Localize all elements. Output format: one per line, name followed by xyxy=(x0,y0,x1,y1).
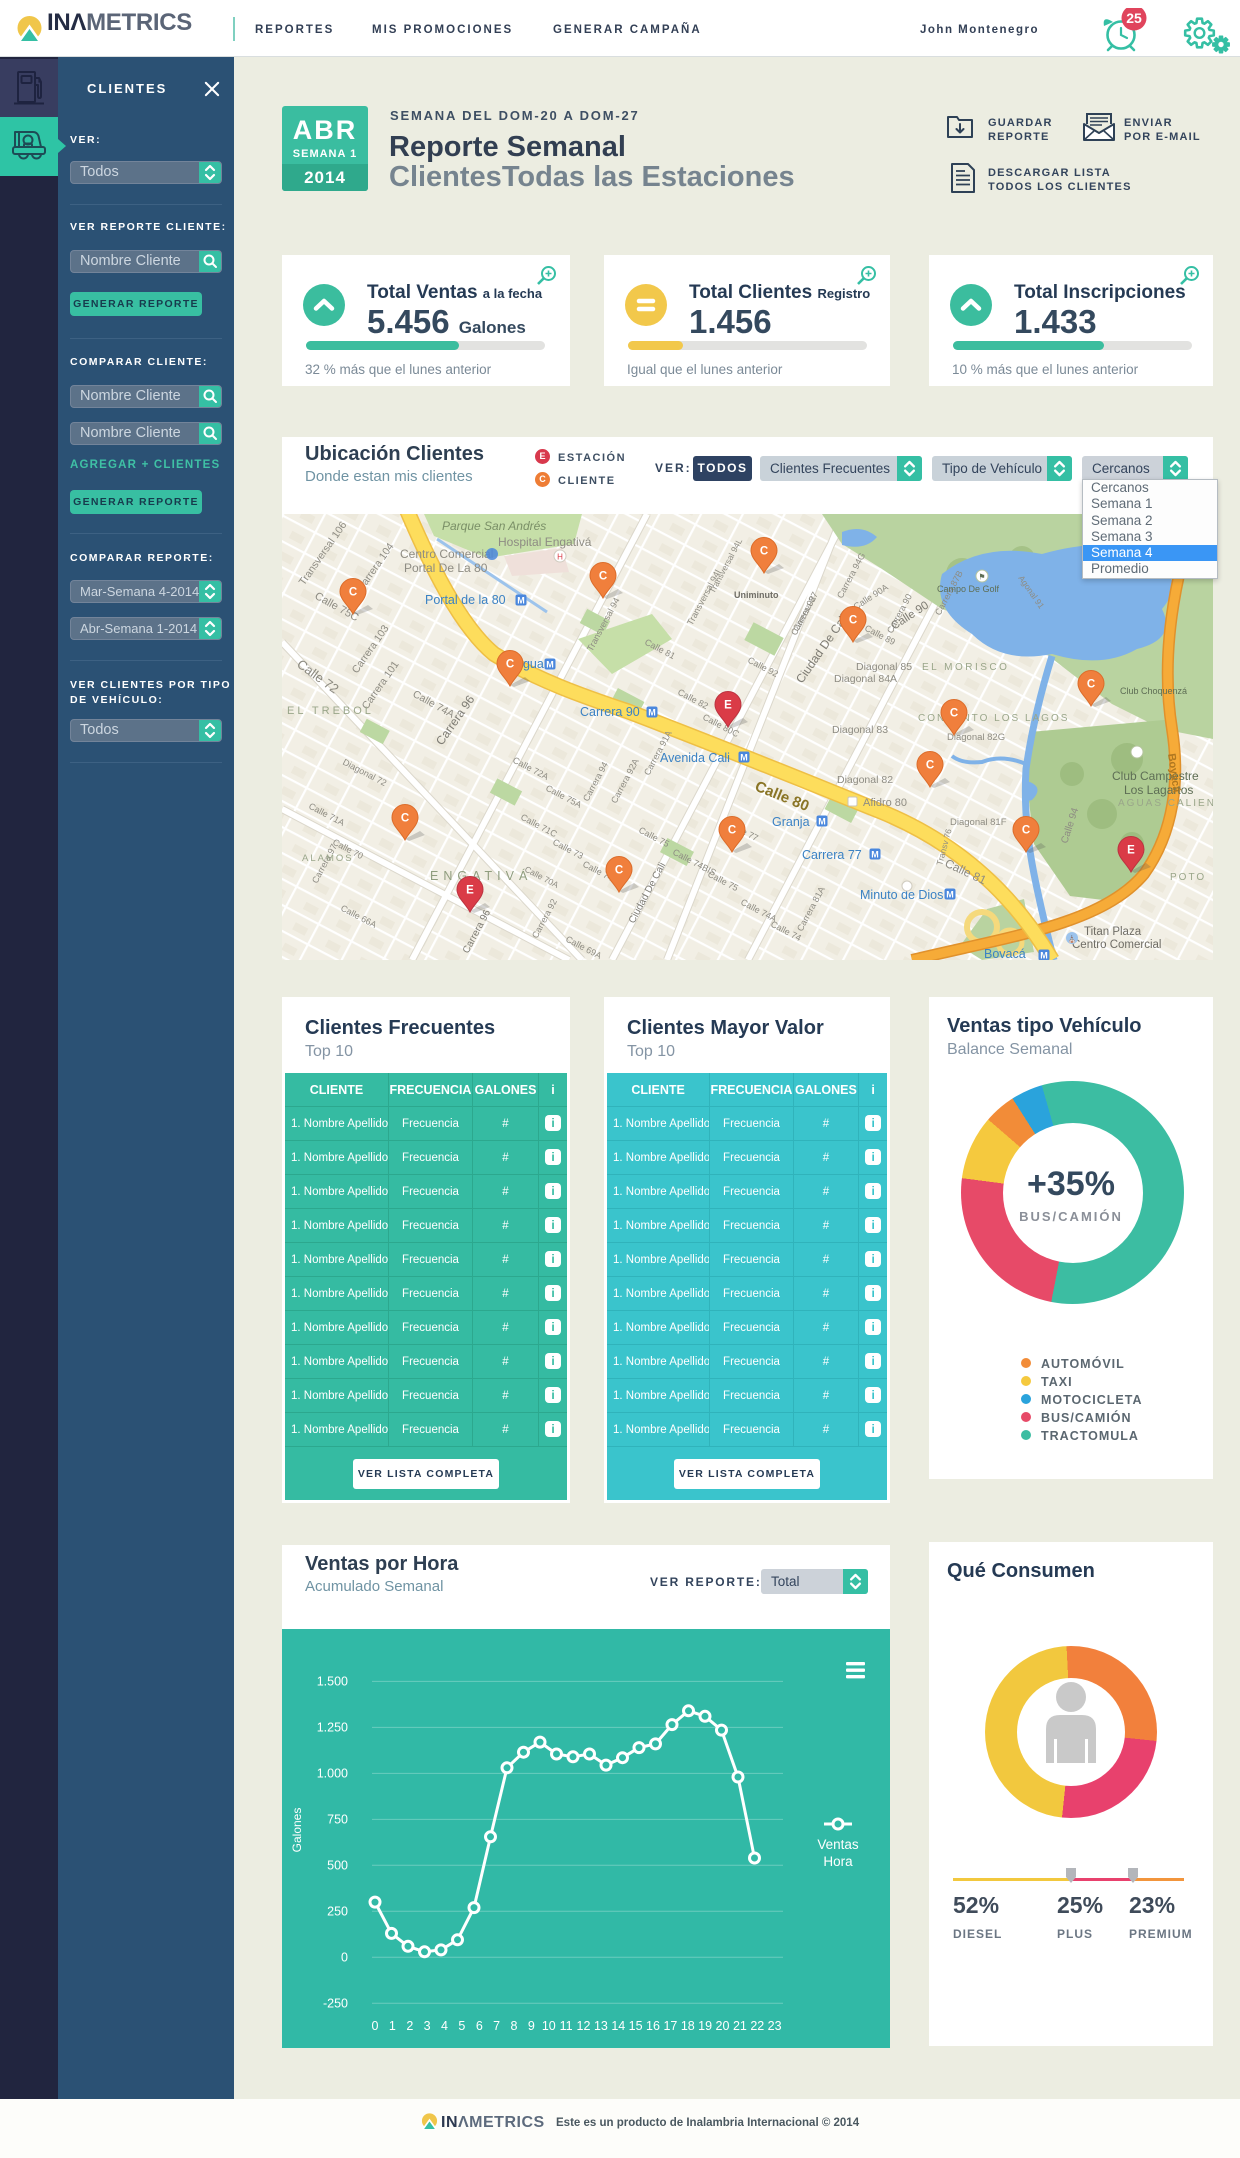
svg-text:ALAMOS: ALAMOS xyxy=(302,853,354,864)
svg-text:Granja: Granja xyxy=(772,815,810,829)
svg-text:15: 15 xyxy=(629,2019,643,2033)
svg-text:1: 1 xyxy=(389,2019,396,2033)
svg-text:0: 0 xyxy=(341,1950,348,1964)
svg-text:Hospital Engativá: Hospital Engativá xyxy=(498,535,592,549)
svg-text:Diagonal 83: Diagonal 83 xyxy=(832,724,888,736)
svg-text:4: 4 xyxy=(441,2019,448,2033)
svg-text:Diagonal 82: Diagonal 82 xyxy=(837,774,893,786)
svg-text:500: 500 xyxy=(327,1858,348,1872)
svg-text:14: 14 xyxy=(611,2019,625,2033)
svg-text:Club Campestre: Club Campestre xyxy=(1112,769,1199,783)
svg-text:750: 750 xyxy=(327,1812,348,1826)
svg-text:H: H xyxy=(557,553,563,562)
svg-text:⚑: ⚑ xyxy=(978,573,985,582)
svg-text:7: 7 xyxy=(493,2019,500,2033)
svg-text:Carrera 90: Carrera 90 xyxy=(580,705,640,719)
svg-text:Ventas: Ventas xyxy=(817,1837,859,1852)
svg-text:EL TREBOL: EL TREBOL xyxy=(287,705,374,717)
svg-text:EL MORISCO: EL MORISCO xyxy=(922,662,1009,673)
svg-text:9: 9 xyxy=(528,2019,535,2033)
svg-text:Diagonal 84A: Diagonal 84A xyxy=(834,673,897,685)
svg-text:1.250: 1.250 xyxy=(317,1720,348,1734)
svg-text:Carrera 77: Carrera 77 xyxy=(802,848,862,862)
svg-text:19: 19 xyxy=(698,2019,712,2033)
svg-text:Los Lagartos: Los Lagartos xyxy=(1124,783,1193,797)
svg-text:Titan Plaza: Titan Plaza xyxy=(1084,926,1142,938)
svg-text:3: 3 xyxy=(424,2019,431,2033)
svg-text:5: 5 xyxy=(458,2019,465,2033)
svg-text:22: 22 xyxy=(750,2019,764,2033)
svg-text:11: 11 xyxy=(560,2019,573,2033)
svg-text:8: 8 xyxy=(511,2019,518,2033)
svg-text:ENGATIVÁ: ENGATIVÁ xyxy=(430,868,532,883)
svg-text:Minuto de Dios: Minuto de Dios xyxy=(860,888,943,902)
svg-text:Portal de la 80: Portal de la 80 xyxy=(425,593,506,607)
svg-text:Centro Comercial: Centro Comercial xyxy=(400,547,493,561)
svg-text:2: 2 xyxy=(406,2019,413,2033)
svg-text:Afidro 80: Afidro 80 xyxy=(863,797,907,809)
svg-text:12: 12 xyxy=(577,2019,591,2033)
svg-text:⛪: ⛪ xyxy=(1068,935,1077,944)
svg-text:13: 13 xyxy=(594,2019,608,2033)
svg-text:Portal De La 80: Portal De La 80 xyxy=(404,561,488,575)
svg-text:0: 0 xyxy=(372,2019,379,2033)
svg-text:Boyacá: Boyacá xyxy=(1165,753,1182,794)
svg-text:Hora: Hora xyxy=(823,1854,853,1869)
svg-text:-250: -250 xyxy=(323,1996,348,2010)
svg-text:Bovacá: Bovacá xyxy=(984,947,1026,960)
svg-text:21: 21 xyxy=(733,2019,747,2033)
svg-text:Club Choquenzá: Club Choquenzá xyxy=(1120,686,1187,696)
svg-text:Diagonal 85: Diagonal 85 xyxy=(856,661,912,673)
svg-text:CONJUNTO LOS LAGOS: CONJUNTO LOS LAGOS xyxy=(918,713,1069,724)
svg-text:Parque San Andrés: Parque San Andrés xyxy=(442,519,546,533)
svg-text:Galones: Galones xyxy=(290,1808,304,1853)
svg-text:16: 16 xyxy=(646,2019,660,2033)
svg-text:23: 23 xyxy=(768,2019,782,2033)
svg-text:25: 25 xyxy=(1126,10,1142,26)
svg-text:18: 18 xyxy=(681,2019,695,2033)
svg-text:AGUAS CALIEN: AGUAS CALIEN xyxy=(1118,798,1213,809)
svg-text:10: 10 xyxy=(542,2019,556,2033)
svg-text:Centro Comercial: Centro Comercial xyxy=(1072,939,1161,951)
svg-text:20: 20 xyxy=(716,2019,730,2033)
svg-text:POTO: POTO xyxy=(1170,872,1206,883)
svg-text:1.500: 1.500 xyxy=(317,1674,348,1688)
svg-text:6: 6 xyxy=(476,2019,483,2033)
svg-text:Avenida Cali: Avenida Cali xyxy=(660,751,730,765)
svg-text:Uniminuto: Uniminuto xyxy=(734,590,779,600)
svg-text:1.000: 1.000 xyxy=(317,1766,348,1780)
svg-text:Diagonal 81F: Diagonal 81F xyxy=(950,817,1007,828)
svg-text:250: 250 xyxy=(327,1904,348,1918)
svg-text:Diagonal 82G: Diagonal 82G xyxy=(947,732,1005,743)
svg-text:17: 17 xyxy=(663,2019,677,2033)
svg-text:Campo De Golf: Campo De Golf xyxy=(937,584,1000,594)
